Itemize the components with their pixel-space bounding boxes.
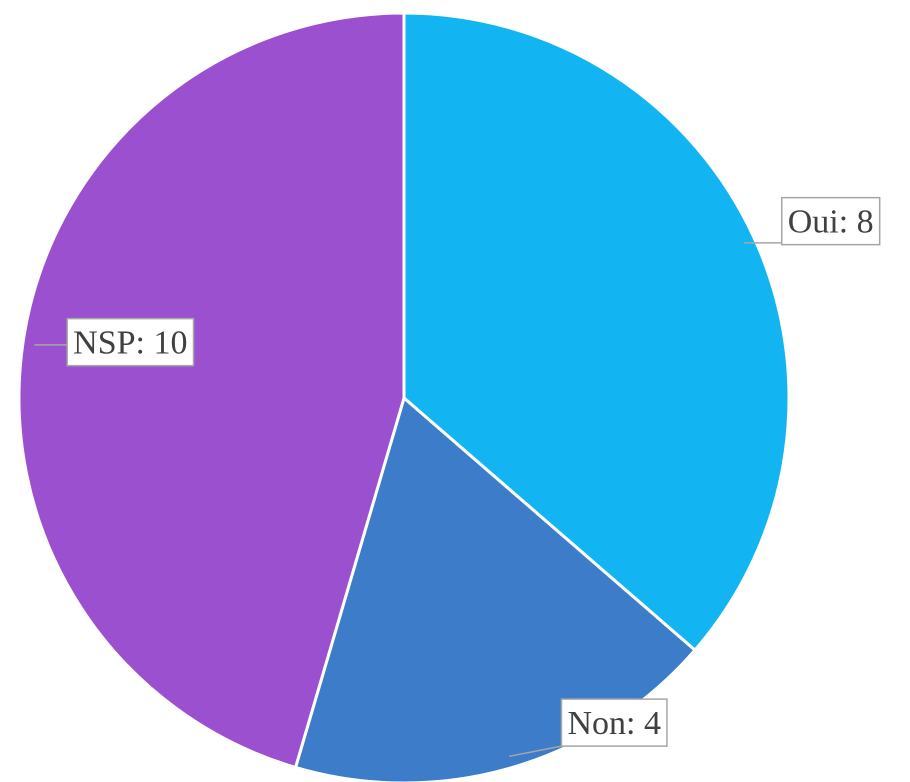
label-box xyxy=(560,698,668,747)
data-label: Non: 4 xyxy=(567,705,661,742)
data-label: Oui: 8 xyxy=(788,204,874,241)
label-box xyxy=(66,317,195,367)
pie-slice xyxy=(293,395,698,782)
label-leader xyxy=(509,745,562,758)
pie-slice xyxy=(402,11,791,653)
data-label: NSP: 10 xyxy=(73,325,187,362)
label-box xyxy=(780,196,881,246)
pie-slice xyxy=(17,11,406,770)
